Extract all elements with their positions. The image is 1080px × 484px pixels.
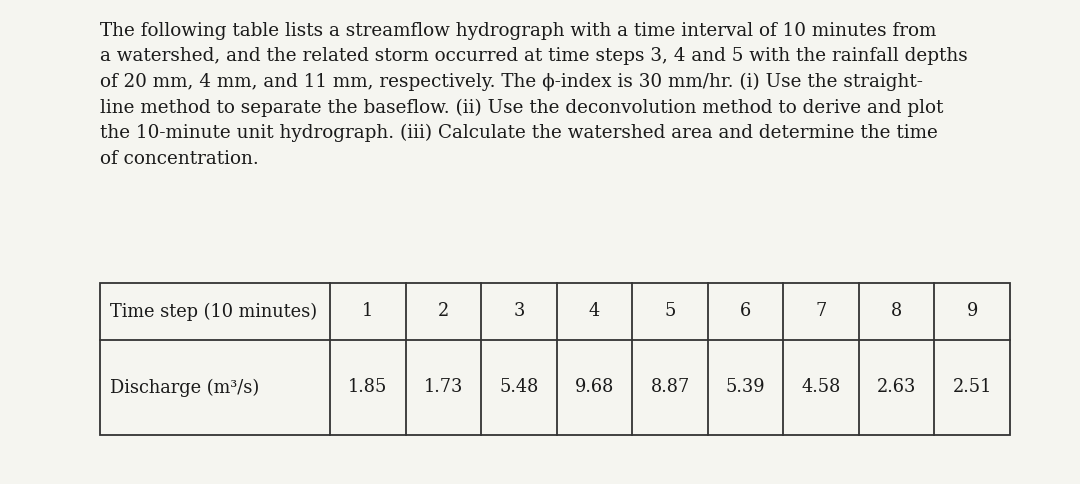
Text: 3: 3	[513, 302, 525, 320]
Text: 8: 8	[891, 302, 902, 320]
Text: 2: 2	[437, 302, 449, 320]
Text: 9: 9	[967, 302, 977, 320]
Text: 6: 6	[740, 302, 752, 320]
Text: 1: 1	[362, 302, 374, 320]
Text: 7: 7	[815, 302, 826, 320]
Text: 5.39: 5.39	[726, 378, 766, 396]
Text: 5.48: 5.48	[499, 378, 539, 396]
Text: 9.68: 9.68	[575, 378, 615, 396]
Text: 1.73: 1.73	[423, 378, 463, 396]
Bar	[100, 283, 1010, 435]
Text: 4: 4	[589, 302, 600, 320]
Text: 2.51: 2.51	[953, 378, 991, 396]
Text: Discharge (m³/s): Discharge (m³/s)	[110, 378, 259, 396]
Text: 5: 5	[664, 302, 676, 320]
Text: 2.63: 2.63	[877, 378, 916, 396]
Text: 4.58: 4.58	[801, 378, 841, 396]
Text: The following table lists a streamflow hydrograph with a time interval of 10 min: The following table lists a streamflow h…	[100, 22, 968, 167]
Text: Time step (10 minutes): Time step (10 minutes)	[110, 302, 318, 320]
Text: 1.85: 1.85	[348, 378, 388, 396]
Text: 8.87: 8.87	[650, 378, 690, 396]
